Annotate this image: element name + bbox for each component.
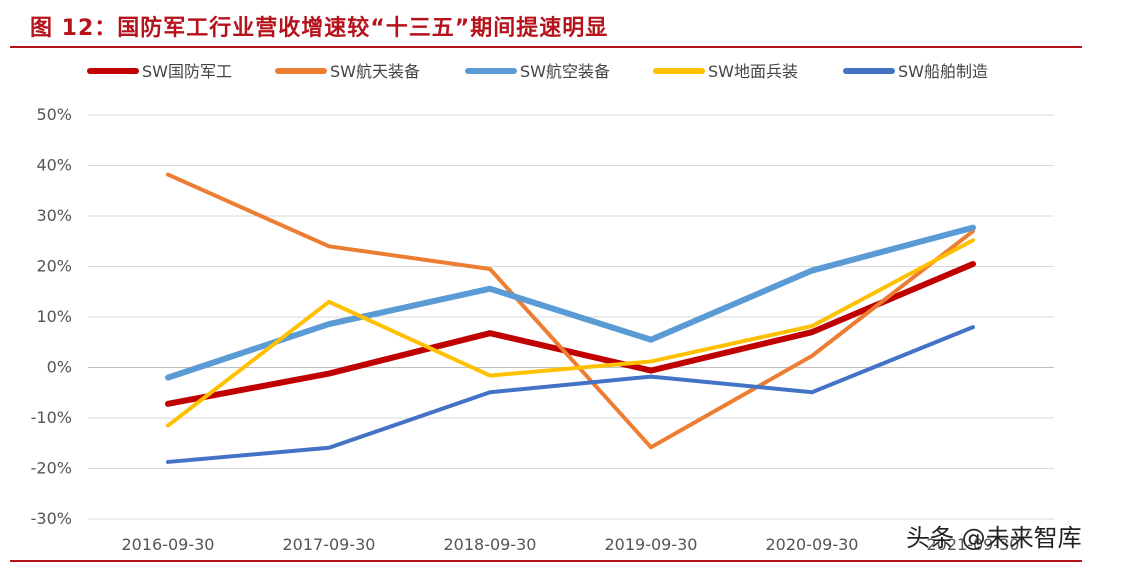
x-tick-label: 2021-09-30 [927, 535, 1020, 554]
page-title: 图 12：国防军工行业营收增速较“十三五”期间提速明显 [30, 16, 609, 41]
y-tick-label: -20% [31, 459, 72, 478]
x-tick-label: 2016-09-30 [122, 535, 215, 554]
series-line [166, 172, 975, 450]
grid-lines [88, 114, 1054, 520]
legend-label: SW船舶制造 [898, 62, 988, 81]
x-tick-label: 2017-09-30 [283, 535, 376, 554]
series-line [165, 224, 976, 381]
watermark: 头条 @未来智库 [906, 524, 1082, 552]
x-axis-ticks: 2016-09-30 2017-09-30 2018-09-30 2019-09-30… [122, 535, 1020, 554]
y-axis-ticks: -30% -20% -10% 0% 10% 20% 30% 40% 50% [31, 105, 72, 528]
title-divider [10, 46, 1082, 48]
legend-label: SW国防军工 [142, 62, 232, 81]
bottom-divider [10, 560, 1082, 562]
legend-label: SW航空装备 [520, 62, 610, 81]
y-tick-label: 40% [36, 156, 72, 175]
x-tick-label: 2018-09-30 [444, 535, 537, 554]
y-tick-label: 50% [36, 105, 72, 124]
y-tick-label: 20% [36, 257, 72, 276]
legend: SW国防军工 SW航天装备 SW航空装备 SW地面兵装 SW船舶制造 [87, 62, 988, 81]
legend-label: SW航天装备 [330, 62, 420, 81]
x-tick-label: 2020-09-30 [766, 535, 859, 554]
series-line [166, 238, 975, 428]
y-tick-label: -10% [31, 408, 72, 427]
x-tick-label: 2019-09-30 [605, 535, 698, 554]
y-tick-label: 10% [36, 307, 72, 326]
y-tick-label: 0% [47, 358, 72, 377]
y-tick-label: 30% [36, 206, 72, 225]
y-tick-label: -30% [31, 509, 72, 528]
series-lines [165, 172, 976, 464]
series-line [165, 260, 976, 407]
series-line [166, 325, 975, 464]
legend-label: SW地面兵装 [708, 62, 798, 81]
